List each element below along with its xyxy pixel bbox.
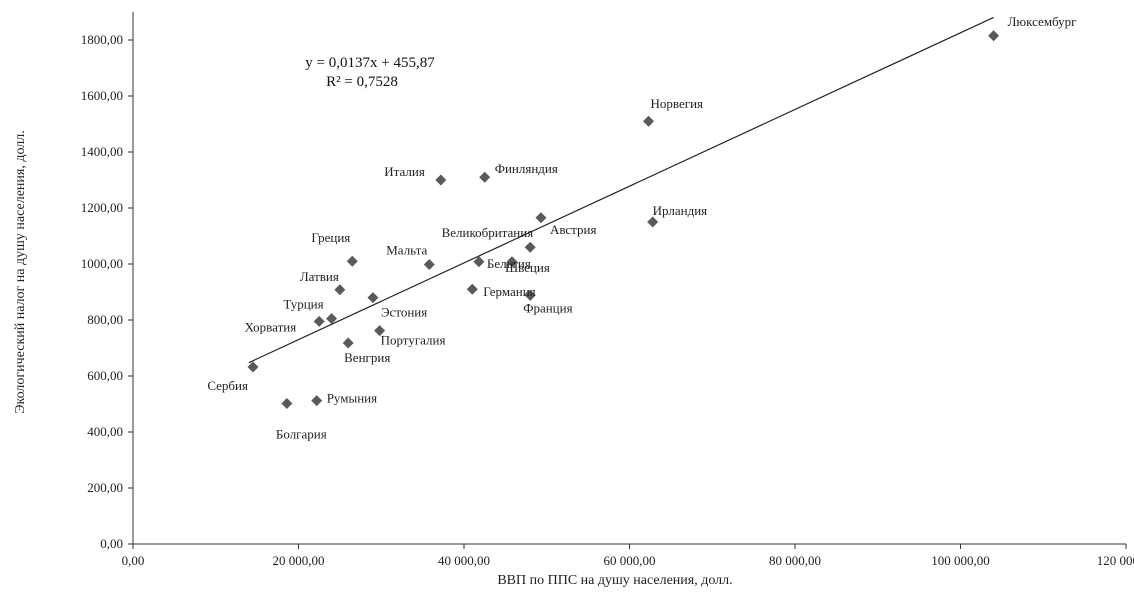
y-tick-label: 1400,00: [81, 144, 123, 159]
point-label: Финляндия: [495, 161, 558, 176]
point-label: Португалия: [381, 333, 446, 348]
data-point: [247, 361, 259, 373]
point-label: Великобритания: [442, 225, 534, 240]
data-point: [435, 174, 447, 186]
y-tick-label: 1000,00: [81, 256, 123, 271]
point-label: Норвегия: [651, 96, 704, 111]
data-point: [506, 256, 518, 268]
y-tick-label: 1800,00: [81, 32, 123, 47]
y-ticks: 0,00 200,00 400,00 600,00 800,00 1000,00 1200,…: [81, 32, 133, 551]
point-label: Греция: [311, 230, 350, 245]
point-labels: Люксембург Норвегия Финляндия Италия Австрия…: [207, 14, 1076, 442]
point-label: Швеция: [505, 260, 550, 275]
data-point: [647, 216, 659, 228]
point-label: Австрия: [550, 222, 597, 237]
x-tick-label: 0,00: [122, 553, 145, 568]
x-axis-title: ВВП по ППС на душу населения, долл.: [497, 573, 732, 588]
x-tick-label: 40 000,00: [438, 553, 490, 568]
x-tick-label: 20 000,00: [273, 553, 325, 568]
data-point: [313, 315, 325, 327]
data-point: [473, 256, 485, 268]
data-point: [334, 284, 346, 296]
data-point: [367, 292, 379, 304]
point-label: Хорватия: [245, 319, 297, 334]
data-point: [988, 30, 1000, 42]
point-label: Франция: [523, 300, 572, 315]
axes: [132, 12, 1126, 545]
point-label: Венгрия: [344, 350, 390, 365]
point-label: Румыния: [327, 391, 377, 406]
trendline: [248, 16, 994, 364]
point-label: Германия: [483, 284, 535, 299]
point-label: Бельгия: [487, 256, 531, 271]
data-point: [326, 313, 338, 325]
point-label: Люксембург: [1008, 14, 1077, 29]
point-label: Сербия: [207, 378, 248, 393]
data-point: [311, 395, 323, 407]
point-label: Латвия: [300, 269, 339, 284]
point-label: Болгария: [276, 426, 327, 441]
y-tick-label: 1600,00: [81, 88, 123, 103]
data-point: [479, 171, 491, 183]
data-points: [247, 30, 1000, 409]
trendline-equation: y = 0,0137x + 455,87: [305, 55, 435, 71]
data-point: [466, 283, 478, 295]
point-label: Италия: [384, 164, 425, 179]
x-tick-label: 60 000,00: [604, 553, 656, 568]
point-label: Мальта: [386, 243, 427, 258]
point-label: Турция: [283, 297, 323, 312]
data-point: [643, 115, 655, 127]
y-tick-label: 1200,00: [81, 200, 123, 215]
data-point: [423, 259, 435, 271]
x-tick-label: 100 000,00: [931, 553, 990, 568]
point-label: Ирландия: [653, 203, 708, 218]
data-point: [535, 212, 547, 224]
x-ticks: 0,00 20 000,00 40 000,00 60 000,00 80 000,00…: [122, 544, 1134, 568]
y-axis-title: Экологический налог на душу населения, д…: [13, 130, 28, 413]
data-point: [374, 325, 386, 337]
x-tick-label: 120 000,00: [1097, 553, 1134, 568]
trendline-r-squared: R² = 0,7528: [326, 74, 398, 90]
data-point: [524, 241, 536, 253]
y-tick-label: 400,00: [87, 424, 123, 439]
data-point: [524, 289, 536, 301]
x-tick-label: 80 000,00: [769, 553, 821, 568]
data-point: [342, 337, 354, 349]
y-tick-label: 200,00: [87, 480, 123, 495]
y-tick-label: 800,00: [87, 312, 123, 327]
data-point: [281, 397, 293, 409]
data-point: [346, 255, 358, 267]
point-label: Эстония: [381, 305, 427, 320]
y-tick-label: 600,00: [87, 368, 123, 383]
y-tick-label: 0,00: [100, 536, 123, 551]
